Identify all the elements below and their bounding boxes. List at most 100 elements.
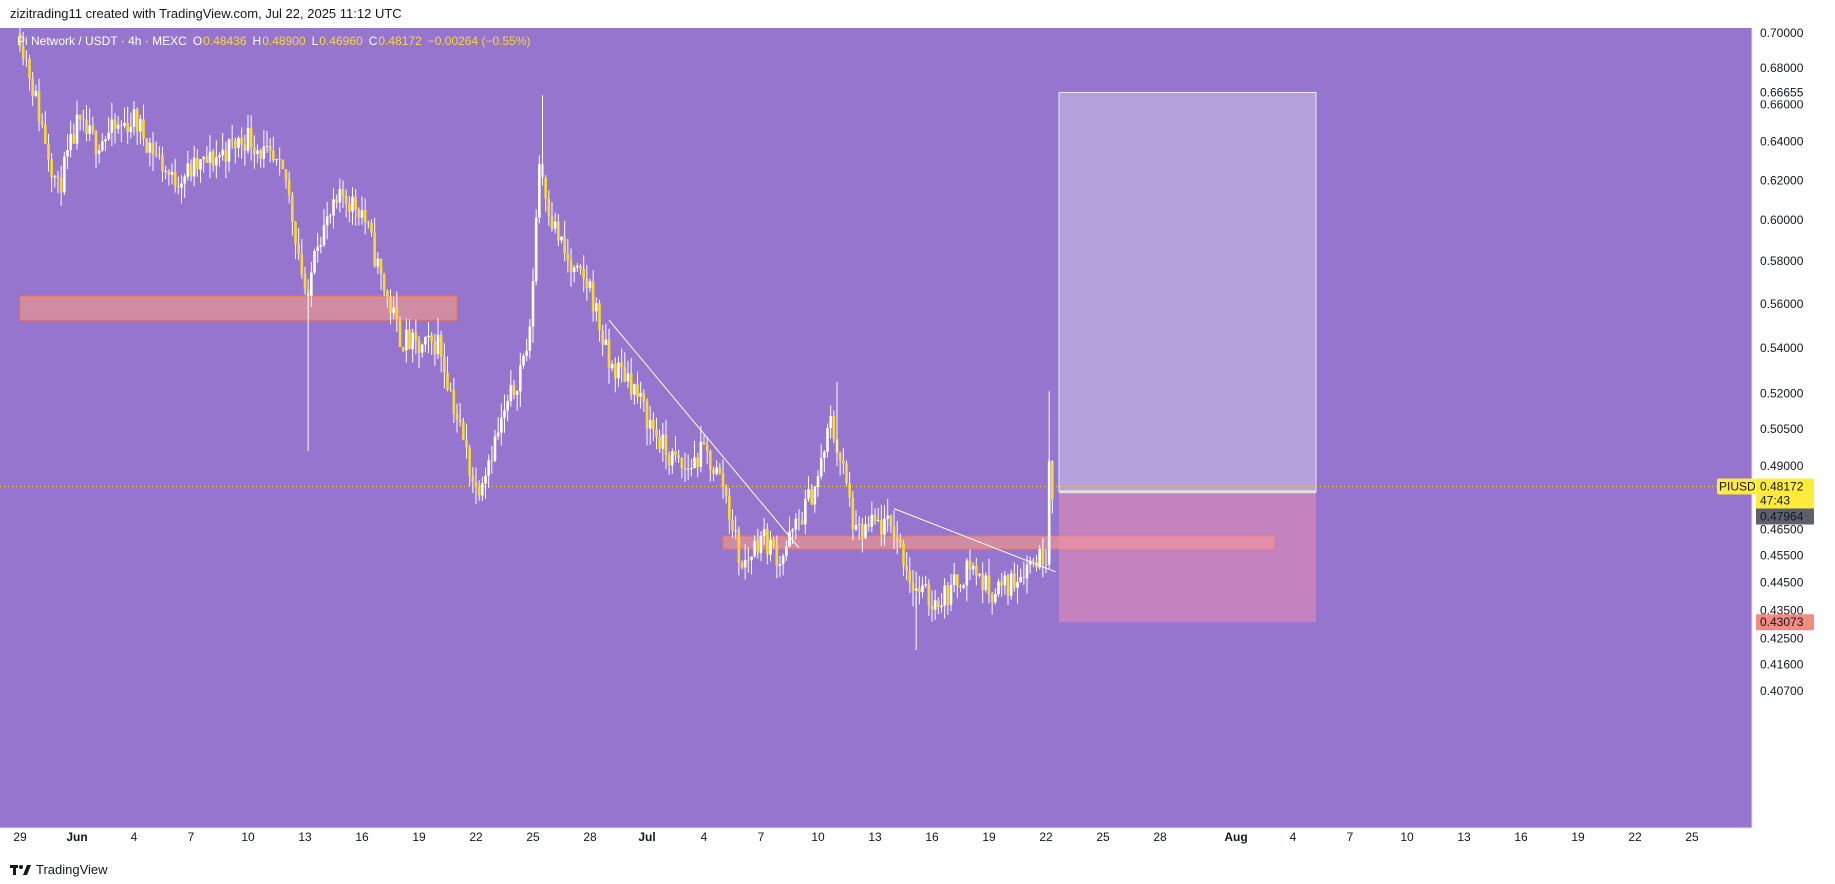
candle: [443, 343, 446, 389]
candle: [348, 195, 351, 223]
candle: [382, 272, 386, 297]
candle: [373, 217, 376, 268]
candle-body: [88, 125, 91, 134]
candle-body: [21, 46, 25, 59]
candle: [322, 209, 326, 248]
candle-body: [452, 390, 456, 414]
candle: [981, 562, 984, 604]
candle: [737, 526, 741, 576]
long-position-tool[interactable]: [1058, 91, 1317, 623]
candle: [386, 289, 389, 309]
candle: [633, 383, 636, 405]
attribution-text: zizitrading11 created with TradingView.c…: [10, 6, 402, 21]
candle: [186, 150, 190, 181]
price-axis[interactable]: 0.70000 0.68000 0.66000 0.64000 0.62000 0.600…: [1751, 28, 1835, 856]
candle-body: [154, 154, 158, 156]
candle-body: [291, 195, 294, 222]
candle: [769, 531, 772, 562]
candle: [281, 159, 285, 170]
time-tick-label: 29: [13, 830, 27, 844]
candle: [800, 511, 804, 525]
candle: [363, 198, 367, 235]
candle: [610, 360, 614, 372]
candle: [629, 357, 633, 400]
candle-body: [53, 176, 57, 178]
candle: [997, 578, 1000, 598]
candle-body: [553, 221, 557, 229]
candle-body: [1025, 564, 1029, 579]
candle-body: [538, 163, 541, 218]
candle-body: [379, 258, 383, 274]
candle-body: [645, 401, 649, 429]
position-loss-zone[interactable]: [1059, 491, 1316, 623]
tradingview-logo[interactable]: TradingView: [10, 856, 108, 884]
candle: [534, 209, 538, 286]
candle-body: [18, 33, 22, 47]
candle: [816, 470, 820, 497]
time-tick-label: 25: [1096, 830, 1110, 844]
candle: [370, 219, 373, 238]
time-tick-label: 22: [1628, 830, 1642, 844]
candle: [971, 562, 975, 576]
candle-body: [294, 221, 297, 244]
candle-body: [848, 483, 851, 498]
candle: [718, 463, 722, 475]
position-profit-zone[interactable]: [1058, 91, 1317, 493]
candle: [1006, 573, 1010, 606]
candle: [851, 491, 855, 541]
candle: [512, 379, 516, 400]
candle-body: [965, 560, 969, 586]
candle-body: [458, 419, 462, 423]
candle-body: [895, 537, 899, 540]
candle: [180, 174, 183, 204]
candle: [297, 228, 300, 261]
candle: [110, 102, 114, 147]
candle: [747, 547, 750, 573]
candle-body: [804, 498, 807, 525]
candle-body: [880, 519, 883, 535]
candle: [66, 133, 69, 170]
candle-body: [424, 336, 427, 345]
candle: [823, 450, 826, 473]
candle: [886, 498, 889, 532]
trendline: [893, 508, 1056, 573]
candle: [151, 131, 155, 172]
candle-body: [395, 307, 399, 320]
candle-body: [519, 365, 522, 392]
candle: [161, 147, 164, 182]
candle: [753, 535, 756, 558]
candle-body: [598, 303, 601, 330]
candle: [968, 549, 972, 581]
candle: [728, 488, 731, 535]
candle-body: [183, 176, 186, 184]
candle: [148, 137, 152, 167]
time-axis[interactable]: 29 Jun 4 7 10 13 16 19 22 25 28 Jul 4 7 10 13 16 19 22 25 28…: [0, 827, 1835, 856]
candle-body: [338, 188, 342, 203]
candle: [690, 458, 693, 477]
candle: [639, 381, 642, 409]
candle-body: [614, 363, 617, 379]
candle-body: [449, 389, 452, 391]
last-price-tag: 0.48172: [1760, 479, 1804, 493]
candle-body: [924, 584, 927, 586]
candle-body: [139, 119, 142, 132]
price-tick-label: 0.52000: [1760, 387, 1804, 401]
price-tick-label: 0.50500: [1760, 422, 1804, 436]
candle: [455, 403, 459, 433]
candle: [490, 445, 494, 474]
candle-body: [914, 588, 918, 591]
price-chart[interactable]: Pi Network / USDT · 4h · MEXC O 0.48436 …: [0, 28, 1835, 856]
candle-body: [595, 303, 598, 312]
candle: [94, 130, 98, 169]
candle: [493, 429, 497, 463]
candle-body: [1028, 560, 1032, 565]
candle-body: [107, 132, 110, 140]
candle-body: [281, 159, 285, 170]
candle-body: [823, 451, 826, 458]
candle: [560, 235, 563, 244]
candle-body: [455, 413, 459, 420]
time-tick-label: 10: [811, 830, 825, 844]
candle: [987, 559, 991, 604]
candle: [1000, 572, 1003, 597]
